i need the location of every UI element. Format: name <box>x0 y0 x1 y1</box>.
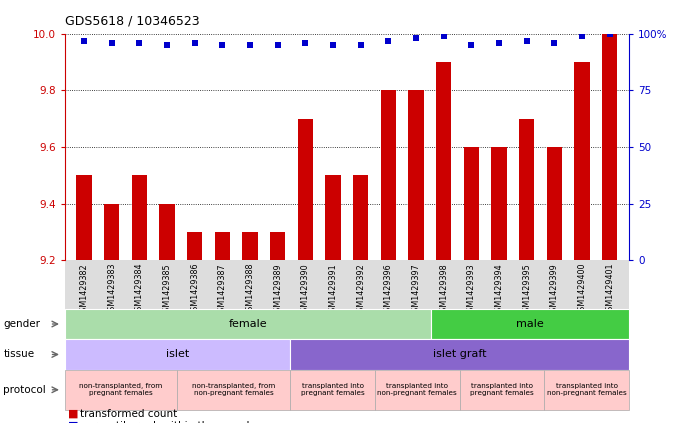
Point <box>300 39 311 46</box>
Bar <box>547 147 562 260</box>
Text: tissue: tissue <box>3 349 35 360</box>
Text: non-transplanted, from
pregnant females: non-transplanted, from pregnant females <box>80 383 163 396</box>
Text: transplanted into
pregnant females: transplanted into pregnant females <box>470 383 534 396</box>
Text: GDS5618 / 10346523: GDS5618 / 10346523 <box>65 15 199 28</box>
Point <box>383 37 394 44</box>
Point <box>272 42 283 49</box>
Text: ■: ■ <box>68 409 78 419</box>
Point <box>106 39 117 46</box>
Text: non-transplanted, from
non-pregnant females: non-transplanted, from non-pregnant fema… <box>192 383 275 396</box>
Text: male: male <box>516 319 544 329</box>
Bar <box>187 232 202 260</box>
Point <box>411 35 422 42</box>
Text: transplanted into
pregnant females: transplanted into pregnant females <box>301 383 364 396</box>
Text: female: female <box>228 319 267 329</box>
Text: transplanted into
non-pregnant females: transplanted into non-pregnant females <box>547 383 626 396</box>
Bar <box>575 62 590 260</box>
Point <box>162 42 173 49</box>
Text: islet: islet <box>166 349 189 360</box>
Bar <box>353 175 369 260</box>
Text: ■: ■ <box>68 421 78 423</box>
Point <box>134 39 145 46</box>
Bar <box>464 147 479 260</box>
Point <box>245 42 256 49</box>
Bar <box>409 91 424 260</box>
Text: percentile rank within the sample: percentile rank within the sample <box>80 421 256 423</box>
Point <box>328 42 339 49</box>
Bar <box>298 119 313 260</box>
Point <box>78 37 89 44</box>
Bar <box>242 232 258 260</box>
Bar <box>132 175 147 260</box>
Point <box>438 33 449 39</box>
Point <box>355 42 366 49</box>
Point <box>466 42 477 49</box>
Bar <box>436 62 452 260</box>
Text: transformed count: transformed count <box>80 409 177 419</box>
Bar <box>602 34 617 260</box>
Point <box>521 37 532 44</box>
Bar <box>76 175 92 260</box>
Bar <box>215 232 230 260</box>
Bar <box>270 232 285 260</box>
Bar <box>159 203 175 260</box>
Text: gender: gender <box>3 319 40 329</box>
Point <box>494 39 505 46</box>
Bar <box>325 175 341 260</box>
Point <box>217 42 228 49</box>
Text: protocol: protocol <box>3 385 46 395</box>
Point <box>577 33 588 39</box>
Bar <box>381 91 396 260</box>
Bar <box>492 147 507 260</box>
Bar <box>519 119 534 260</box>
Point <box>189 39 200 46</box>
Point <box>605 30 615 37</box>
Bar <box>104 203 119 260</box>
Text: islet graft: islet graft <box>433 349 486 360</box>
Text: transplanted into
non-pregnant females: transplanted into non-pregnant females <box>377 383 457 396</box>
Point <box>549 39 560 46</box>
